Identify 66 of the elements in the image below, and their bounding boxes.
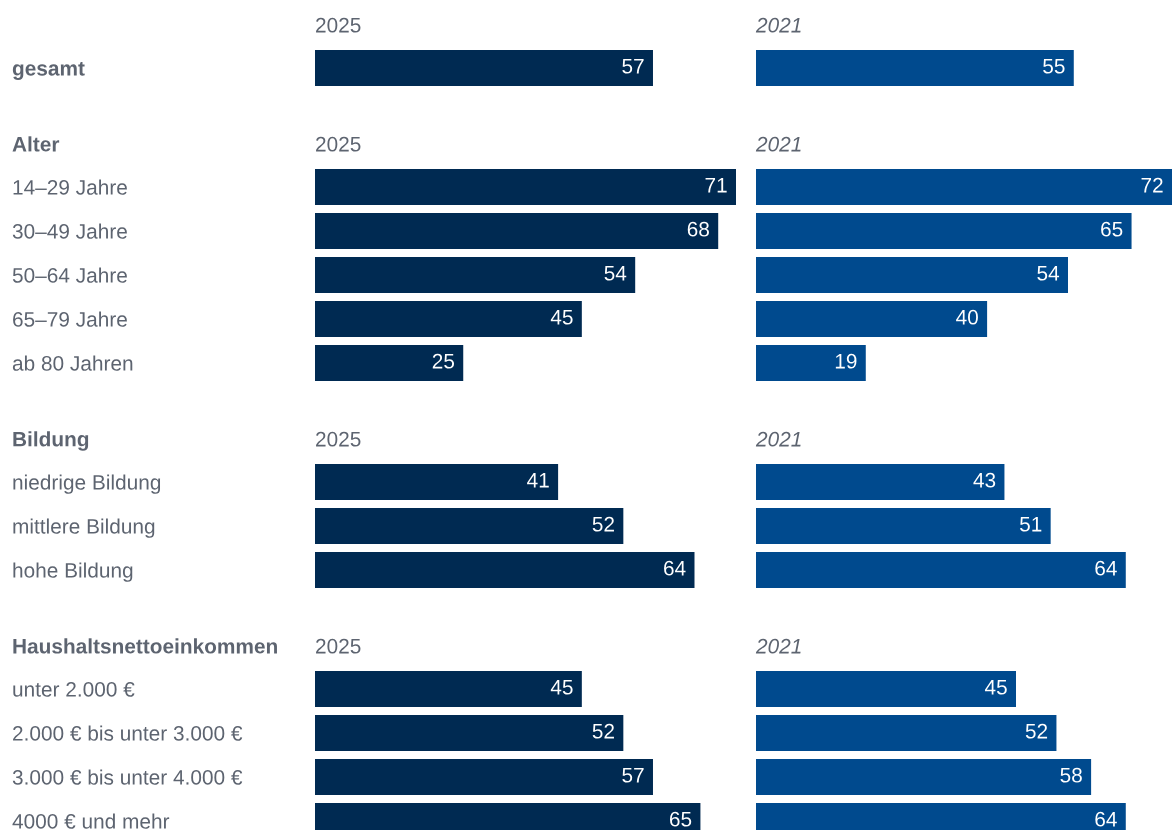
- data-label: 57: [622, 59, 644, 74]
- y-tick-label: 3.000 € bis unter 4.000 €: [12, 769, 243, 785]
- chart-title: 2025: [316, 638, 361, 654]
- data-label: 40: [956, 309, 978, 325]
- y-tick-label: 50–64 Jahre: [12, 267, 127, 283]
- data-label: 72: [1141, 177, 1163, 193]
- data-label: 51: [1020, 517, 1042, 532]
- y-tick-label: 30–49 Jahre: [12, 223, 127, 239]
- y-tick-label: 14–29 Jahre: [13, 179, 127, 195]
- y-tick-label: hohe Bildung: [13, 562, 133, 582]
- data-label: 57: [622, 768, 644, 783]
- data-label: 64: [664, 560, 686, 576]
- chart-title: 2021: [755, 136, 801, 152]
- data-label: 54: [604, 266, 627, 281]
- bar: [315, 213, 719, 249]
- bar: [756, 345, 866, 381]
- data-label: 58: [1060, 767, 1082, 783]
- bar: [315, 257, 636, 293]
- chart-title: 2025: [316, 17, 361, 33]
- y-tick-label: 4000 € und mehr: [12, 813, 170, 829]
- text: Haushaltsnettoeinkommen: [13, 638, 277, 654]
- data-label: 54: [1037, 266, 1060, 281]
- data-label: 19: [835, 353, 857, 369]
- data-label: 64: [1095, 811, 1117, 827]
- bar: [315, 345, 464, 381]
- data-label: 52: [592, 516, 614, 532]
- y-tick-label: niedrige Bildung: [13, 474, 161, 494]
- y-tick-label: 2.000 € bis unter 3.000 €: [13, 725, 243, 741]
- data-label: 65: [1101, 221, 1123, 237]
- y-tick-label: unter 2.000 €: [13, 682, 135, 697]
- chart-title: 2021: [755, 431, 801, 447]
- chart-title: 2025: [316, 431, 361, 447]
- bar: [315, 169, 736, 205]
- y-tick-label: gesamt: [12, 61, 85, 80]
- data-label: 25: [432, 353, 455, 369]
- y-tick-label: mittlere Bildung: [13, 518, 155, 538]
- y-tick-label: 65–79 Jahre: [13, 311, 127, 327]
- text: Bildung: [13, 431, 89, 451]
- text: Alter: [12, 136, 60, 152]
- bar: [756, 257, 1068, 293]
- data-label: 45: [550, 310, 573, 325]
- data-label: 55: [1043, 59, 1065, 74]
- bar: [756, 301, 988, 337]
- data-label: 52: [1025, 723, 1048, 739]
- data-label: 71: [705, 178, 727, 193]
- bar: [315, 715, 624, 751]
- bar: [756, 759, 1092, 795]
- bar: [315, 671, 582, 707]
- data-label: 64: [1095, 560, 1117, 576]
- bar: [756, 671, 1016, 707]
- data-label: 68: [687, 221, 709, 237]
- data-label: 41: [527, 473, 549, 488]
- bar: [315, 301, 582, 337]
- y-tick-label: ab 80 Jahren: [12, 355, 133, 371]
- bar: [756, 715, 1057, 751]
- bar: [756, 213, 1132, 249]
- data-label: 45: [984, 680, 1007, 695]
- data-label: 45: [550, 680, 573, 695]
- bar: [315, 759, 653, 795]
- chart-title: 2021: [755, 17, 801, 33]
- chart-title: 2025: [316, 136, 361, 152]
- data-label: 65: [669, 811, 692, 827]
- chart-title: 2021: [755, 638, 801, 654]
- data-label: 52: [592, 723, 614, 739]
- data-label: 43: [973, 472, 996, 488]
- bar: [756, 169, 1172, 205]
